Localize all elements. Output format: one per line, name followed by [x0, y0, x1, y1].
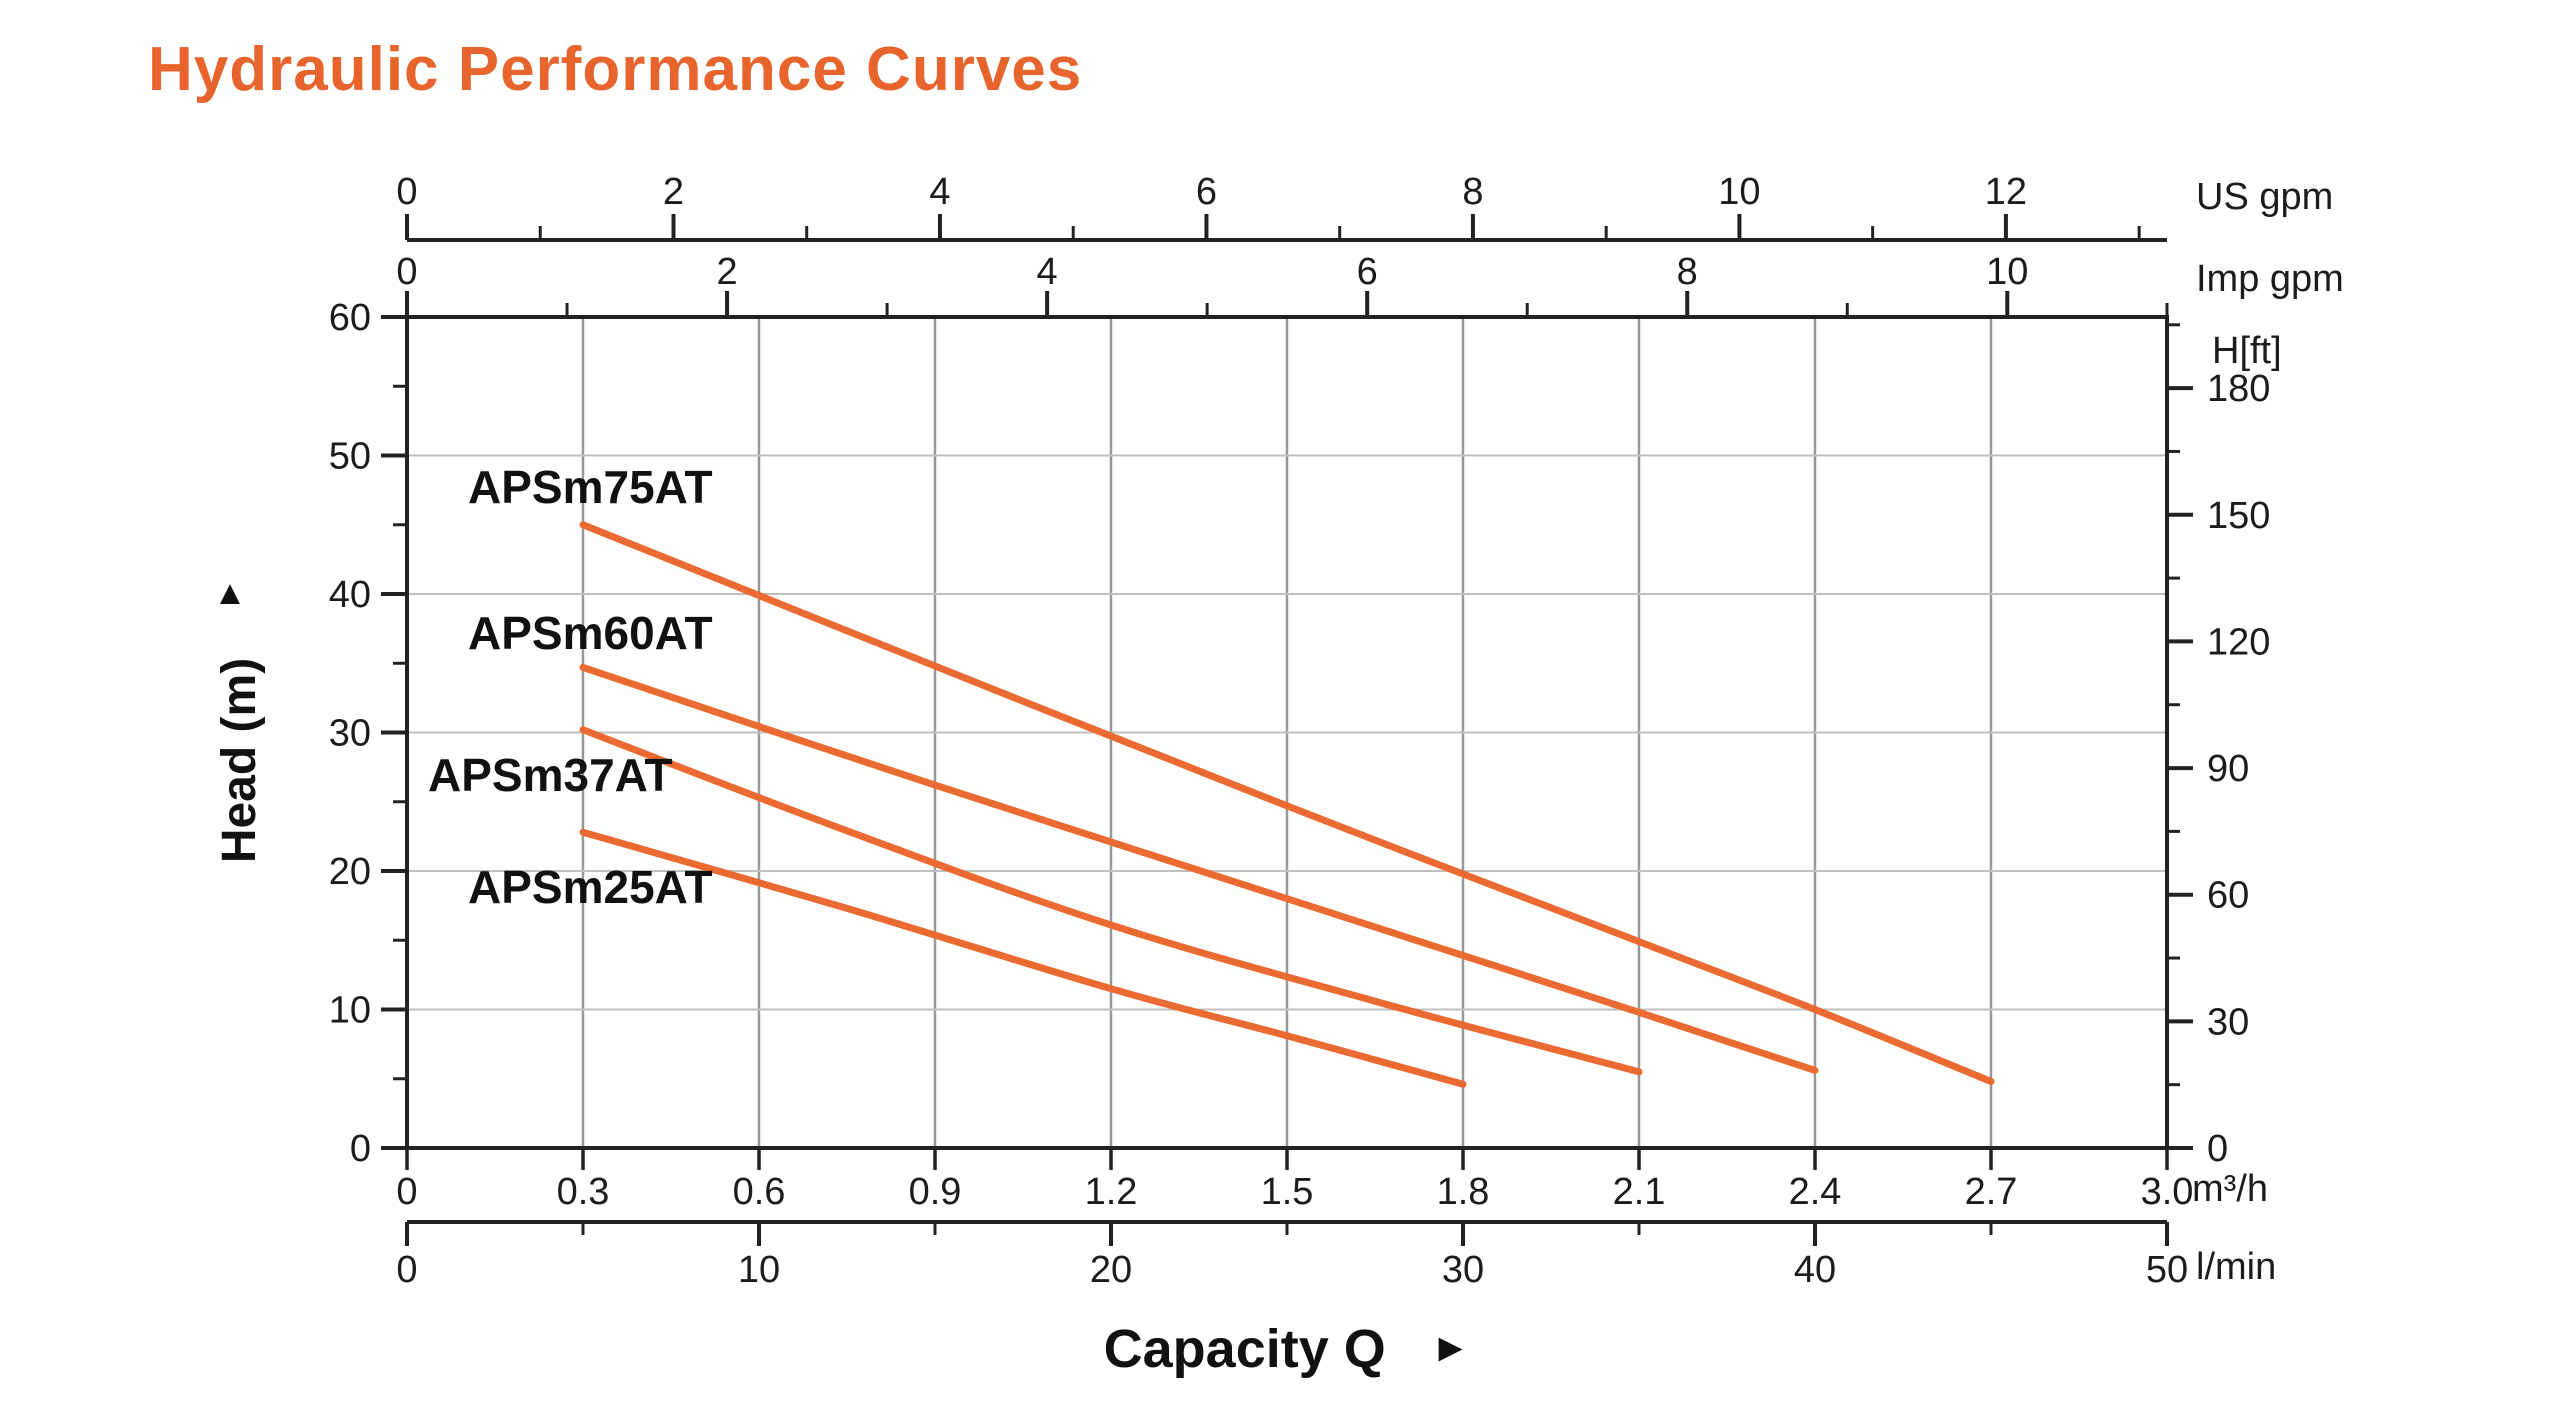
imp-gpm-tick-label: 6	[1357, 251, 1378, 293]
imp-gpm-tick-label: 10	[1986, 251, 2028, 293]
m3h-tick-label: 3.0	[2141, 1171, 2194, 1213]
head-m-tick-label: 50	[329, 436, 371, 478]
m3h-tick-label: 0	[396, 1171, 417, 1213]
imp-gpm-tick-label: 8	[1677, 251, 1698, 293]
curve-label-apsm75at: APSm75AT	[468, 461, 713, 513]
lmin-tick-label: 40	[1794, 1249, 1836, 1291]
head-m-tick-label: 0	[350, 1128, 371, 1170]
us-gpm-tick-label: 2	[663, 171, 684, 213]
unit-label-us-gpm: US gpm	[2196, 176, 2334, 218]
lmin-tick-label: 50	[2146, 1249, 2188, 1291]
m3h-tick-label: 0.6	[733, 1171, 786, 1213]
head-ft-tick-label: 60	[2207, 875, 2249, 917]
us-gpm-tick-label: 10	[1718, 171, 1760, 213]
us-gpm-tick-label: 8	[1462, 171, 1483, 213]
imp-gpm-tick-label: 4	[1037, 251, 1058, 293]
unit-label-head-feet: H[ft]	[2212, 330, 2282, 372]
lmin-tick-label: 20	[1090, 1249, 1132, 1291]
unit-label-imp-gpm: Imp gpm	[2196, 258, 2344, 300]
head-m-tick-label: 60	[329, 297, 371, 339]
head-axis-up-arrow-icon: ▲	[213, 574, 247, 612]
m3h-tick-label: 0.3	[557, 1171, 610, 1213]
unit-label-m3h: m³/h	[2192, 1168, 2268, 1210]
m3h-tick-label: 2.4	[1789, 1171, 1842, 1213]
head-m-tick-label: 20	[329, 851, 371, 893]
head-ft-tick-label: 90	[2207, 748, 2249, 790]
curve-apsm37at	[579, 726, 1643, 1076]
curve-apsm60at	[579, 663, 1819, 1074]
imp-gpm-tick-label: 2	[716, 251, 737, 293]
us-gpm-tick-label: 4	[929, 171, 950, 213]
y-axis-title-text: Head (m)	[213, 657, 267, 863]
y-axis-title: Head (m)	[100, 610, 380, 910]
head-ft-tick-label: 180	[2207, 368, 2270, 410]
us-gpm-tick-label: 6	[1196, 171, 1217, 213]
unit-label-lmin: l/min	[2196, 1246, 2277, 1288]
lmin-tick-label: 10	[738, 1249, 780, 1291]
head-ft-tick-label: 120	[2207, 621, 2270, 663]
m3h-tick-label: 0.9	[909, 1171, 962, 1213]
head-m-tick-label: 10	[329, 990, 371, 1032]
lmin-tick-label: 30	[1442, 1249, 1484, 1291]
head-m-tick-label: 30	[329, 713, 371, 755]
head-ft-tick-label: 30	[2207, 1001, 2249, 1043]
curve-label-apsm25at: APSm25AT	[468, 861, 713, 913]
us-gpm-tick-label: 12	[1985, 171, 2027, 213]
m3h-tick-label: 1.5	[1261, 1171, 1314, 1213]
lmin-tick-label: 0	[396, 1249, 417, 1291]
page-title: Hydraulic Performance Curves	[148, 35, 1083, 104]
curve-label-apsm60at: APSm60AT	[468, 607, 713, 659]
imp-gpm-tick-label: 0	[396, 251, 417, 293]
x-axis-title-text: Capacity Q	[1103, 1319, 1386, 1379]
curve-apsm75at	[579, 521, 1995, 1085]
us-gpm-tick-label: 0	[396, 171, 417, 213]
head-ft-tick-label: 150	[2207, 495, 2270, 537]
curve-label-apsm37at: APSm37AT	[428, 749, 673, 801]
m3h-tick-label: 2.7	[1965, 1171, 2018, 1213]
head-m-tick-label: 40	[329, 574, 371, 616]
m3h-tick-label: 2.1	[1613, 1171, 1666, 1213]
m3h-tick-label: 1.8	[1437, 1171, 1490, 1213]
capacity-right-arrow-icon: ►	[1430, 1326, 1471, 1370]
m3h-tick-label: 1.2	[1085, 1171, 1138, 1213]
x-axis-title: Capacity Q ►	[407, 1318, 2167, 1380]
curve-apsm25at	[579, 828, 1467, 1088]
head-ft-tick-label: 0	[2207, 1128, 2228, 1170]
